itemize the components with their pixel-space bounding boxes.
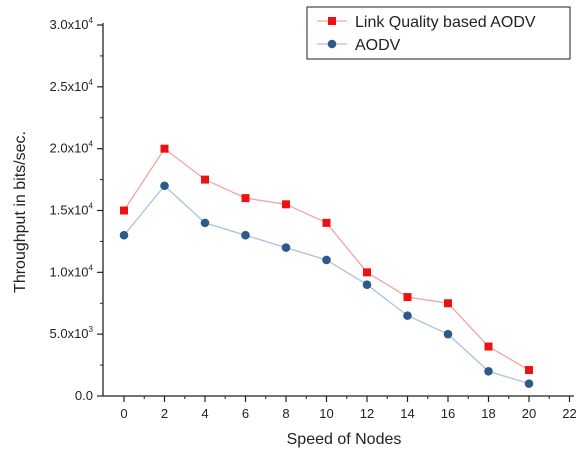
- y-tick-exponent: 4: [89, 78, 94, 87]
- data-point: [160, 181, 169, 191]
- x-tick-label: 6: [242, 406, 249, 421]
- legend-label: AODV: [355, 37, 401, 54]
- data-point: [241, 194, 250, 203]
- data-point: [281, 243, 291, 252]
- y-tick-exponent: 4: [89, 140, 94, 149]
- y-tick-label: 2.5x104: [50, 78, 94, 94]
- x-tick-label: 8: [282, 406, 289, 421]
- x-tick-label: 2: [161, 406, 168, 421]
- y-tick-label: 1.5x104: [50, 202, 94, 218]
- data-point: [403, 293, 412, 302]
- x-tick-label: 20: [522, 406, 536, 421]
- series-link-quality-aodv: [120, 144, 533, 375]
- legend: Link Quality based AODV AODV: [306, 6, 571, 60]
- x-axis-title: Speed of Nodes: [287, 431, 402, 448]
- data-point: [524, 379, 534, 388]
- data-point: [322, 218, 331, 227]
- legend-label: Link Quality based AODV: [355, 14, 536, 31]
- data-point: [160, 144, 169, 153]
- x-tick-label: 0: [120, 406, 127, 421]
- y-tick-exponent: 3: [89, 325, 94, 334]
- data-point: [119, 230, 129, 240]
- data-point: [443, 329, 453, 339]
- legend-marker: [327, 39, 337, 49]
- data-point: [200, 218, 210, 228]
- series-layer: [119, 144, 534, 388]
- series-aodv: [119, 181, 534, 388]
- data-point: [444, 299, 452, 308]
- data-point: [201, 175, 209, 184]
- x-axis-ticks: 0 2 4 6 8 10 12 14 16 18 20 22: [120, 396, 576, 421]
- data-point: [362, 280, 372, 290]
- data-point: [241, 230, 250, 240]
- y-axis-ticks: 0.0 5.0x103 1.0x104 1.5x104 2.0x104 2.5x104 3.…: [50, 16, 103, 403]
- data-point: [120, 206, 128, 215]
- y-tick-exponent: 4: [89, 263, 94, 272]
- series-line: [123, 184, 530, 385]
- data-point: [484, 342, 493, 351]
- x-tick-label: 14: [400, 406, 414, 421]
- y-tick-label: 3.0x104: [50, 16, 94, 32]
- x-tick-label: 18: [481, 406, 495, 421]
- data-point: [282, 200, 290, 209]
- y-tick-label: 1.0x104: [50, 263, 94, 279]
- y-tick-label: 2.0x104: [50, 140, 94, 156]
- y-tick-exponent: 4: [89, 202, 94, 211]
- data-point: [525, 366, 533, 375]
- x-tick-label: 22: [562, 406, 576, 421]
- x-tick-label: 10: [319, 406, 333, 421]
- axes: [102, 23, 574, 397]
- y-axis-title: Throughput in bits/sec.: [12, 131, 29, 293]
- data-point: [403, 311, 412, 320]
- y-tick-exponent: 4: [89, 16, 94, 25]
- data-point: [363, 268, 371, 277]
- data-point: [322, 255, 331, 265]
- x-tick-label: 12: [360, 406, 374, 421]
- x-tick-label: 16: [441, 406, 455, 421]
- data-point: [484, 366, 493, 376]
- legend-marker: [328, 17, 336, 25]
- y-tick-label: 0.0: [75, 388, 93, 403]
- y-tick-label: 5.0x103: [50, 325, 94, 341]
- legend-box: [306, 6, 571, 60]
- x-tick-label: 4: [201, 406, 208, 421]
